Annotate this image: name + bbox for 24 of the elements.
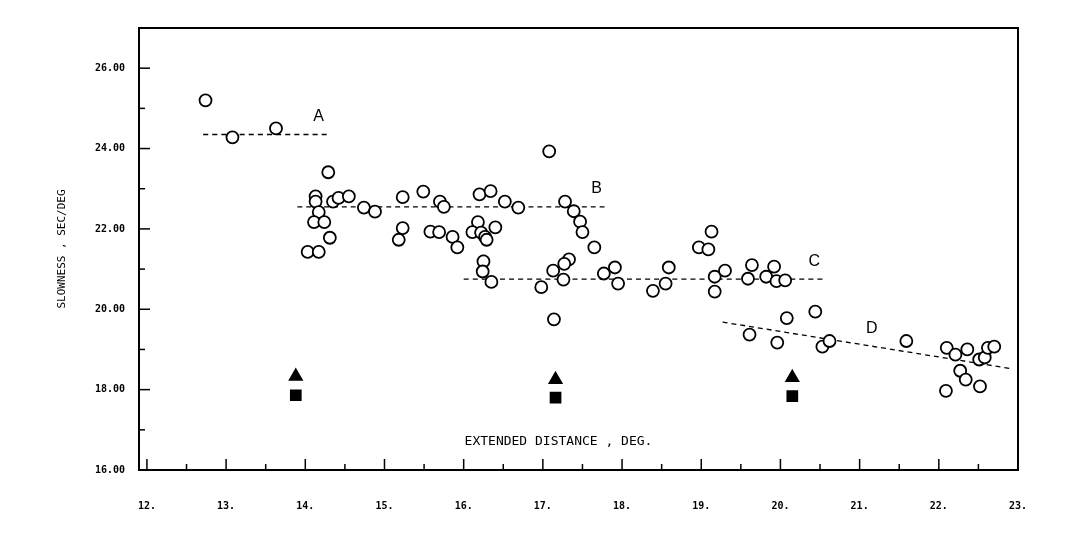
series-label: A <box>313 106 325 124</box>
x-tick-label: 17. <box>533 499 552 511</box>
y-tick-label: 16.00 <box>94 463 125 475</box>
series-label: D <box>865 318 878 336</box>
series-label: C <box>808 251 821 269</box>
x-tick-label: 20. <box>771 499 790 511</box>
x-tick-label: 16. <box>454 499 473 511</box>
x-tick-label: 13. <box>217 499 236 511</box>
x-axis-title: EXTENDED DISTANCE , DEG. <box>464 433 653 449</box>
x-tick-label: 18. <box>613 499 632 511</box>
x-tick-label: 12. <box>137 499 156 511</box>
x-tick-label: 23. <box>1008 499 1028 511</box>
y-tick-label: 26.00 <box>94 61 125 73</box>
y-tick-label: 24.00 <box>94 142 125 154</box>
x-tick-label: 22. <box>929 499 948 511</box>
y-tick-label: 18.00 <box>94 383 125 395</box>
series-label: B <box>591 179 602 197</box>
x-tick-label: 19. <box>692 499 711 511</box>
y-tick-label: 22.00 <box>94 222 125 234</box>
y-tick-label: 20.00 <box>94 302 125 314</box>
y-axis-title: SLOWNESS , SEC/DEG <box>54 189 68 309</box>
x-tick-label: 21. <box>850 499 869 511</box>
x-tick-label: 14. <box>296 499 315 511</box>
x-tick-label: 15. <box>375 499 394 511</box>
